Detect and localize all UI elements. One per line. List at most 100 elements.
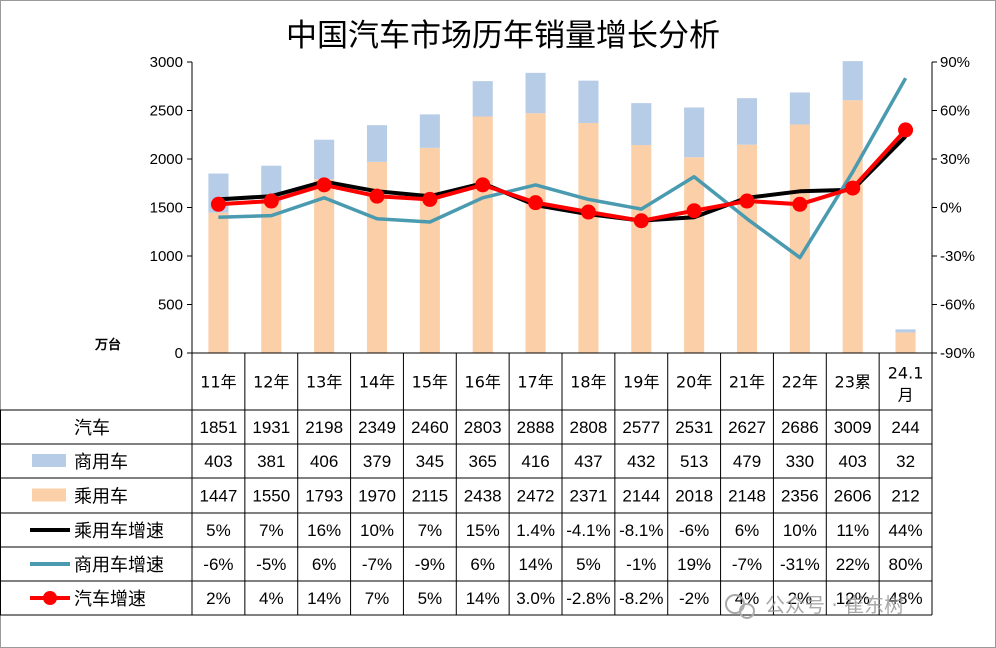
x-tick-label: 17年 [517, 373, 553, 392]
bar-commercial [314, 139, 335, 180]
table-cell: -9% [415, 555, 445, 574]
total-growth-marker [792, 196, 808, 212]
left-axis-tick-label: 3000 [150, 54, 183, 71]
table-cell: 2018 [675, 487, 713, 506]
table-cell: 2686 [781, 418, 819, 437]
table-cell: 1793 [305, 487, 343, 506]
watermark: 公众号 · 崔东树 [725, 593, 904, 619]
lines-layer [210, 77, 914, 260]
left-axis-tick-label: 1000 [150, 248, 183, 265]
table-cell: -4.1% [566, 521, 610, 540]
right-axis-tick-label: 60% [940, 103, 970, 120]
table-cell: 10% [360, 521, 394, 540]
right-axis-tick-label: -60% [940, 297, 975, 314]
bar-commercial [419, 114, 440, 148]
total-growth-marker [316, 177, 332, 193]
table-cell: 3009 [834, 418, 872, 437]
total-growth-marker [739, 193, 755, 209]
total-growth-marker [369, 188, 385, 204]
table-cell: 5% [206, 521, 231, 540]
table-cell: -6% [203, 555, 233, 574]
x-tick-label: 23累 [835, 373, 871, 392]
table-cell: 1970 [358, 487, 396, 506]
table-cell: 2% [788, 589, 813, 608]
left-axis-tick-label: 500 [158, 297, 183, 314]
table-cell: 15% [466, 521, 500, 540]
x-tick-label: 11年 [200, 373, 236, 392]
table-cell: 16% [307, 521, 341, 540]
table-cell: 2356 [781, 487, 819, 506]
bar-passenger [208, 212, 229, 353]
table-cell: -8.2% [619, 589, 663, 608]
left-axis-tick-label: 2000 [150, 151, 183, 168]
table-cell: 3.0% [516, 589, 555, 608]
left-axis-tick-label: 0 [175, 345, 183, 362]
table-cell: 2888 [517, 418, 555, 437]
total-growth-marker [528, 195, 544, 211]
table-cell: 4% [735, 589, 760, 608]
chart-title: 中国汽车市场历年销量增长分析 [286, 18, 720, 54]
table-cell: 2115 [412, 487, 449, 506]
total-growth-marker [580, 204, 596, 220]
x-tick-label: 21年 [729, 373, 765, 392]
table-cell: 5% [576, 555, 601, 574]
table-cell: 1931 [252, 418, 290, 437]
table-cell: 345 [416, 452, 444, 471]
x-tick-label: 19年 [623, 373, 659, 392]
table-cell: 365 [469, 452, 497, 471]
table-cell: -5% [256, 555, 286, 574]
table-cell: 19% [677, 555, 711, 574]
table-cell: -7% [362, 555, 392, 574]
x-tick-label: 12年 [253, 373, 289, 392]
bar-commercial [684, 107, 705, 158]
table-cell: 10% [783, 521, 817, 540]
bar-passenger [842, 100, 863, 353]
table-cell: -31% [780, 555, 820, 574]
table-cell: 12% [836, 589, 870, 608]
bar-passenger [578, 123, 599, 353]
table-cell: 4% [259, 589, 284, 608]
x-tick-label: 20年 [676, 373, 712, 392]
table-cell: 6% [470, 555, 495, 574]
table-cell: 44% [889, 521, 923, 540]
bar-passenger [366, 161, 388, 353]
line-commercial-growth [218, 77, 908, 260]
bar-passenger [472, 116, 493, 353]
x-tick-label: 24.1 月 [888, 364, 924, 405]
total-growth-marker [263, 193, 279, 209]
table-cell: 1550 [252, 487, 290, 506]
bar-commercial [895, 329, 916, 333]
bar-commercial [789, 92, 810, 125]
table-cell: 2472 [517, 487, 555, 506]
table-cell: 2349 [358, 418, 396, 437]
legend-swatch [32, 488, 66, 502]
right-axis-tick-label: 90% [940, 54, 970, 71]
bar-commercial [366, 125, 388, 162]
total-growth-marker [898, 122, 914, 138]
table-cell: -7% [732, 555, 762, 574]
left-axis-tick-label: 2500 [150, 103, 183, 120]
bar-commercial [525, 72, 546, 114]
table-row-label: 乘用车增速 [74, 521, 164, 542]
bar-passenger [314, 179, 335, 353]
table-cell: 1.4% [516, 521, 555, 540]
table-cell: 2460 [411, 418, 449, 437]
table-cell: 48% [889, 589, 923, 608]
table-cell: 2% [206, 589, 231, 608]
x-tick-label: 22年 [782, 373, 818, 392]
table-cell: 2808 [570, 418, 608, 437]
table-cell: 212 [891, 487, 919, 506]
right-axis-tick-label: 0% [940, 200, 962, 217]
table-cell: 5% [418, 589, 443, 608]
table-cell: 14% [519, 555, 553, 574]
bar-commercial [631, 103, 652, 146]
x-tick-label: 14年 [359, 373, 395, 392]
bar-passenger [631, 145, 652, 353]
table-cell: 11% [836, 521, 869, 540]
table-row-label: 汽车 [74, 418, 110, 439]
table-cell: 406 [310, 452, 338, 471]
table-cell: -6% [679, 521, 709, 540]
bar-commercial [472, 81, 493, 117]
watermark-text: 公众号 · 崔东树 [765, 593, 904, 617]
